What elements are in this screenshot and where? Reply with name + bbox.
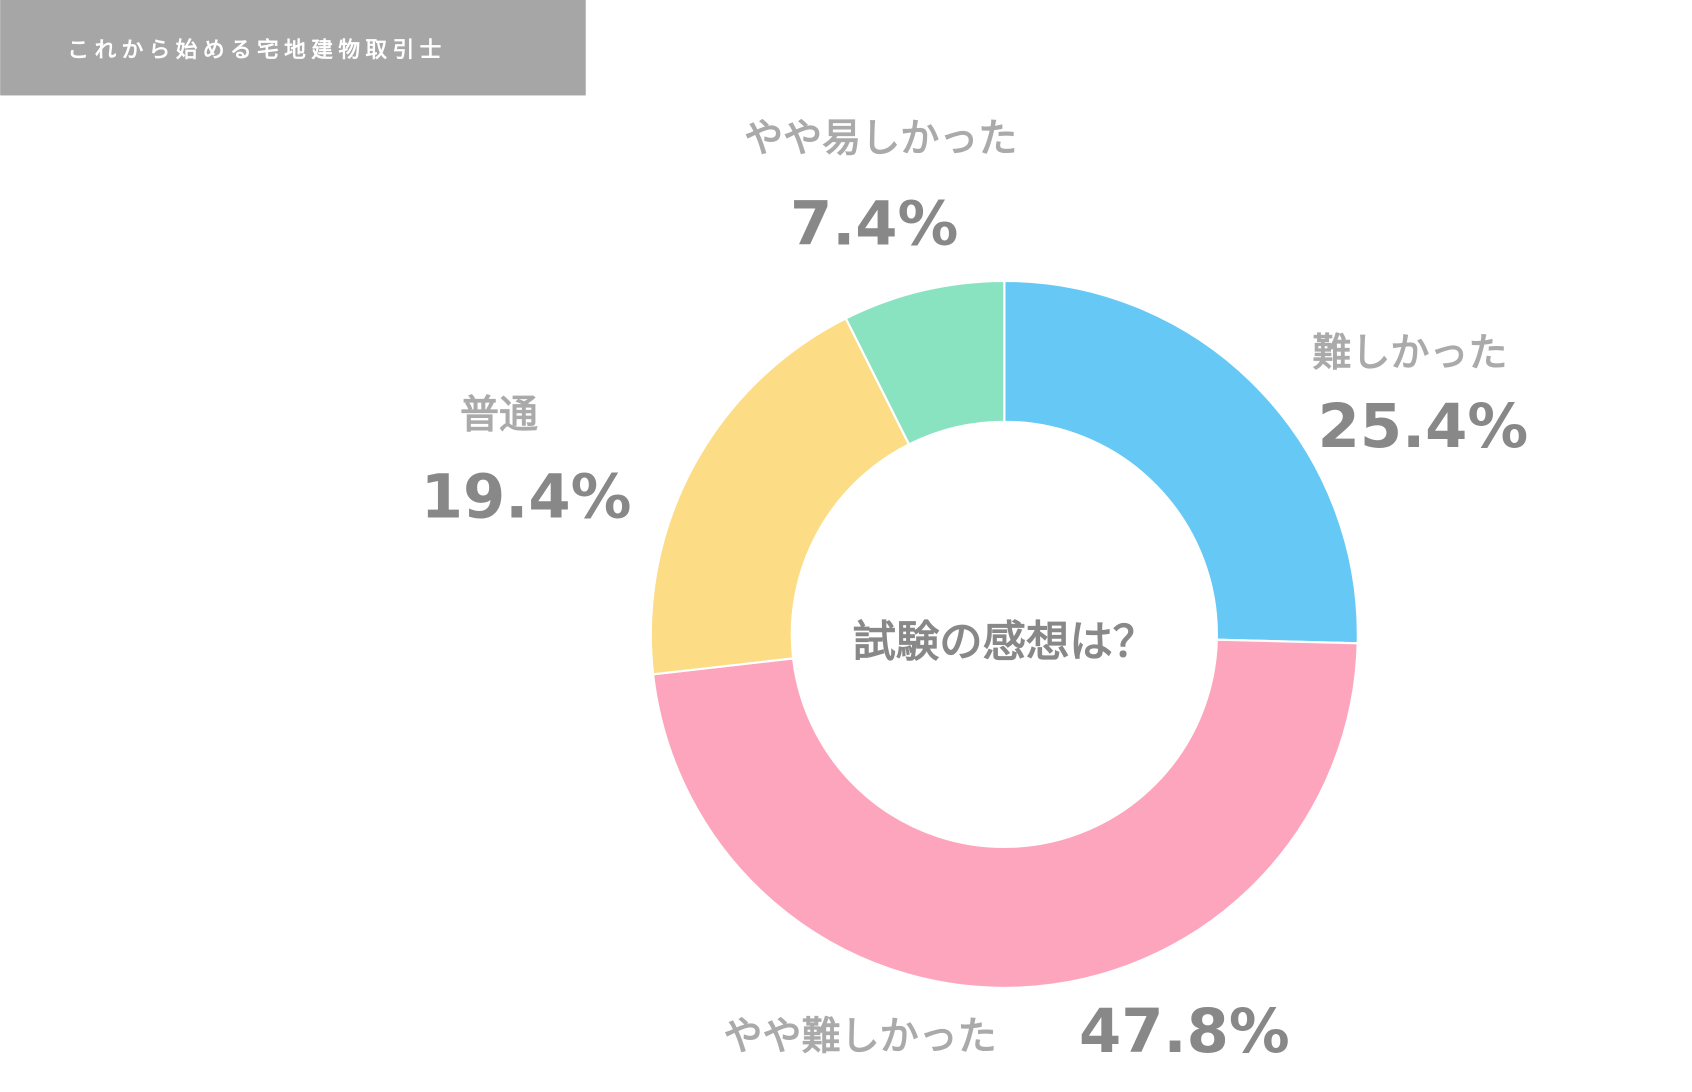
slice: [844, 279, 1006, 446]
value-label: 25.4%: [1318, 392, 1529, 462]
value-label: 7.4%: [790, 189, 958, 259]
value-label: 47.8%: [1079, 997, 1290, 1067]
slice-label: 難しかった: [1312, 331, 1507, 376]
slice: [1003, 279, 1359, 645]
header-bar: [0, 0, 586, 96]
donut: [649, 279, 1359, 990]
slice-label: やや易しかった: [744, 116, 1017, 161]
value-label: 19.4%: [421, 463, 632, 533]
header-title: これから始める宅地建物取引士: [67, 37, 446, 63]
center-text: 試験の感想は？: [853, 618, 1157, 668]
slice-label: やや難しかった: [724, 1014, 997, 1059]
slice-label: 普通: [460, 393, 538, 438]
slice: [649, 316, 911, 676]
slice: [651, 638, 1359, 990]
